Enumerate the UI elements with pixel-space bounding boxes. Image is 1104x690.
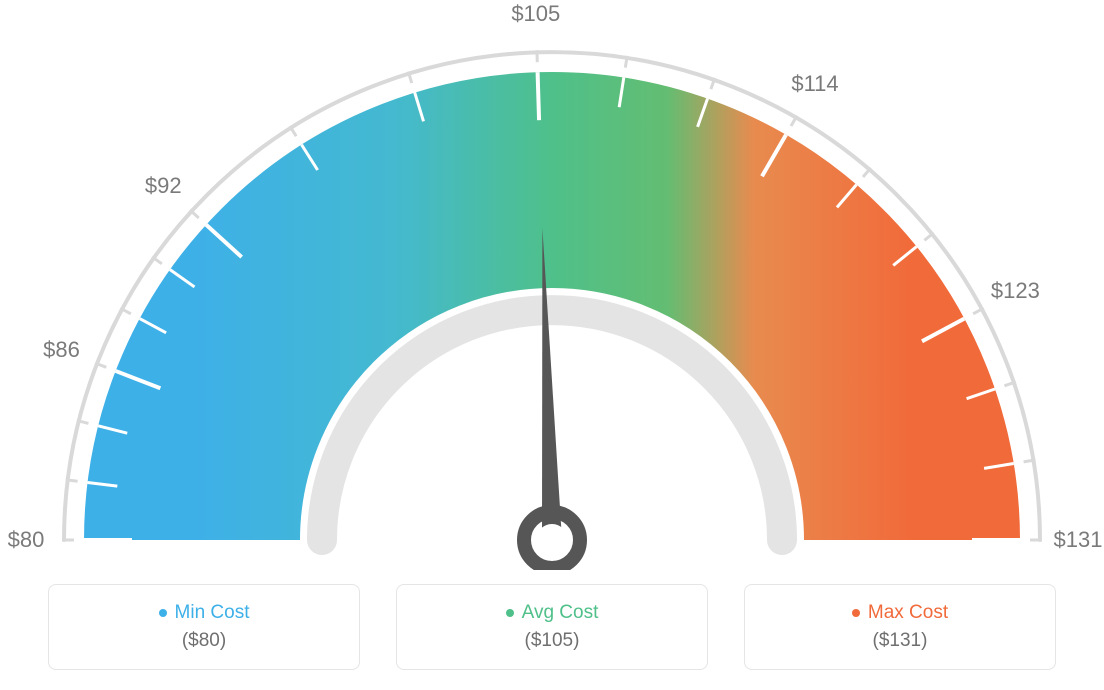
legend-avg-label: Avg Cost [522,602,599,624]
legend-avg-value: ($105) [525,630,580,652]
gauge-tick-label: $131 [1054,527,1103,553]
legend-max-value: ($131) [873,630,928,652]
legend-min-dot [159,609,167,617]
legend-max-dot [852,609,860,617]
gauge-tick-label: $114 [791,71,838,97]
legend-max-title: Max Cost [852,602,948,624]
gauge-tick-label: $92 [145,173,182,199]
gauge-tick-label: $86 [43,337,80,363]
legend-max-label: Max Cost [868,602,948,624]
legend-min: Min Cost ($80) [48,584,360,670]
legend-min-label: Min Cost [175,602,250,624]
gauge-svg [0,0,1104,570]
legend-min-value: ($80) [182,630,226,652]
legend-avg-title: Avg Cost [506,602,599,624]
gauge-tick-label: $105 [511,1,560,27]
gauge-tick-label: $80 [8,527,45,553]
cost-gauge-chart: $80 $86 $92 $105 $114 $123 $131 Min Cost ($80)… [0,0,1104,690]
legend-avg: Avg Cost ($105) [396,584,708,670]
gauge-tick-label: $123 [991,278,1040,304]
legend-row: Min Cost ($80) Avg Cost ($105) Max Cost … [0,584,1104,670]
legend-max: Max Cost ($131) [744,584,1056,670]
legend-min-title: Min Cost [159,602,250,624]
gauge-area: $80 $86 $92 $105 $114 $123 $131 [0,0,1104,570]
legend-avg-dot [506,609,514,617]
